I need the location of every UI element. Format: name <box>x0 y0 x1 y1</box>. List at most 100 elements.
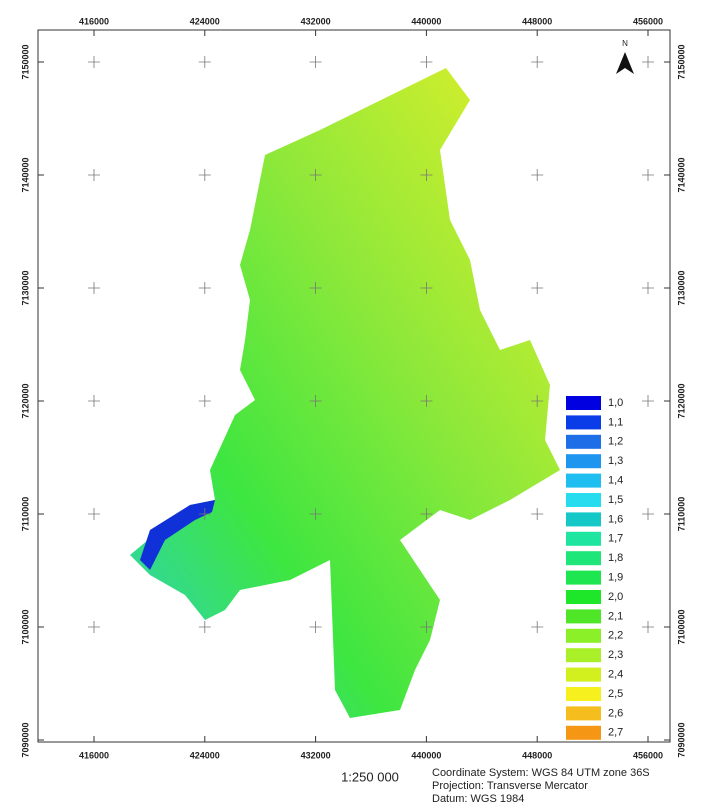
grid-cross <box>88 395 100 407</box>
y-tick-label: 7090000 <box>20 722 30 757</box>
grid-cross <box>309 56 322 68</box>
x-tick-label: 456000 <box>633 16 663 26</box>
legend-swatch <box>566 687 601 701</box>
x-tick-label: 440000 <box>411 750 441 760</box>
legend-swatch <box>566 512 601 527</box>
grid-cross <box>642 621 654 633</box>
grid-cross <box>420 169 433 181</box>
legend-label: 1,4 <box>608 475 623 487</box>
legend-swatch <box>566 551 601 566</box>
grid-cross <box>88 621 100 633</box>
legend-label: 2,4 <box>608 669 623 681</box>
legend-label: 2,2 <box>608 630 623 642</box>
legend-label: 2,1 <box>608 610 623 622</box>
grid-cross <box>88 169 100 181</box>
y-tick-label: 7150000 <box>20 44 30 79</box>
grid-cross <box>642 56 654 68</box>
grid-cross <box>642 282 654 294</box>
y-tick-label: 7120000 <box>676 383 686 418</box>
x-tick-label: 432000 <box>301 16 331 26</box>
grid-cross <box>420 56 433 68</box>
legend-label: 2,7 <box>608 727 623 739</box>
legend-swatch <box>566 706 601 721</box>
y-tick-label: 7100000 <box>20 609 30 644</box>
info-line: Projection: Transverse Mercator <box>432 780 588 792</box>
map-frame <box>37 29 671 743</box>
grid-cross <box>198 508 211 520</box>
grid-cross <box>531 508 544 520</box>
legend-label: 2,6 <box>608 707 623 719</box>
legend-label: 1,3 <box>608 455 623 467</box>
scale-text: 1:250 000 <box>341 769 399 784</box>
grid-cross <box>309 621 322 633</box>
x-tick-label: 416000 <box>79 16 109 26</box>
grid-cross <box>531 56 544 68</box>
y-tick-label: 7150000 <box>676 44 686 79</box>
grid-cross <box>420 621 433 633</box>
legend-swatch <box>566 473 601 488</box>
grid-cross <box>309 282 322 294</box>
x-tick-label: 424000 <box>190 750 220 760</box>
y-tick-label: 7110000 <box>20 497 30 532</box>
legend-swatch <box>566 667 601 682</box>
grid-cross <box>642 169 654 181</box>
grid-cross <box>420 395 433 407</box>
x-tick-label: 448000 <box>522 16 552 26</box>
grid-cross <box>531 621 544 633</box>
legend-label: 1,6 <box>608 513 623 525</box>
info-line: Coordinate System: WGS 84 UTM zone 36S <box>432 767 650 779</box>
y-tick-label: 7090000 <box>676 722 686 757</box>
grid-cross <box>198 621 211 633</box>
legend-label: 1,0 <box>608 397 623 409</box>
legend-label: 1,7 <box>608 533 623 545</box>
north-label: N <box>622 39 628 48</box>
legend-swatch <box>566 415 601 430</box>
legend-label: 2,3 <box>608 649 623 661</box>
grid-cross <box>642 508 654 520</box>
grid-cross <box>198 169 211 181</box>
legend-swatch <box>566 609 601 624</box>
grid-cross <box>309 395 322 407</box>
legend-label: 1,1 <box>608 416 623 428</box>
legend-swatch <box>566 454 601 469</box>
y-tick-label: 7120000 <box>20 383 30 418</box>
grid-cross <box>531 282 544 294</box>
legend-label: 2,5 <box>608 688 623 700</box>
legend-swatch <box>566 396 601 410</box>
info-line: Datum: WGS 1984 <box>432 793 524 805</box>
grid-cross <box>309 169 322 181</box>
legend-swatch <box>566 725 601 740</box>
grid-cross <box>198 395 211 407</box>
legend-label: 1,8 <box>608 552 623 564</box>
grid-cross <box>309 508 322 520</box>
legend-swatch <box>566 531 601 546</box>
x-tick-label: 440000 <box>411 16 441 26</box>
legend-swatch <box>566 434 601 449</box>
north-arrow <box>616 52 634 74</box>
y-tick-label: 7130000 <box>20 270 30 305</box>
y-tick-label: 7130000 <box>676 270 686 305</box>
legend-swatch <box>566 493 601 507</box>
legend-label: 1,9 <box>608 572 623 584</box>
grid-cross <box>88 508 100 520</box>
x-tick-label: 432000 <box>301 750 331 760</box>
legend-label: 2,0 <box>608 591 623 603</box>
legend-swatch <box>566 648 601 663</box>
grid-cross <box>531 395 544 407</box>
legend-swatch <box>566 590 601 604</box>
y-tick-label: 7110000 <box>676 497 686 532</box>
grid-cross <box>198 282 211 294</box>
grid-cross <box>198 56 211 68</box>
grid-cross <box>420 282 433 294</box>
x-tick-label: 416000 <box>79 750 109 760</box>
grid-cross <box>88 56 100 68</box>
grid-cross <box>420 508 433 520</box>
x-tick-label: 424000 <box>190 16 220 26</box>
x-tick-label: 456000 <box>633 750 663 760</box>
land-area <box>130 68 560 718</box>
grid-cross <box>642 395 654 407</box>
grid-cross <box>88 282 100 294</box>
legend-swatch <box>566 628 601 643</box>
low-area <box>140 500 215 570</box>
